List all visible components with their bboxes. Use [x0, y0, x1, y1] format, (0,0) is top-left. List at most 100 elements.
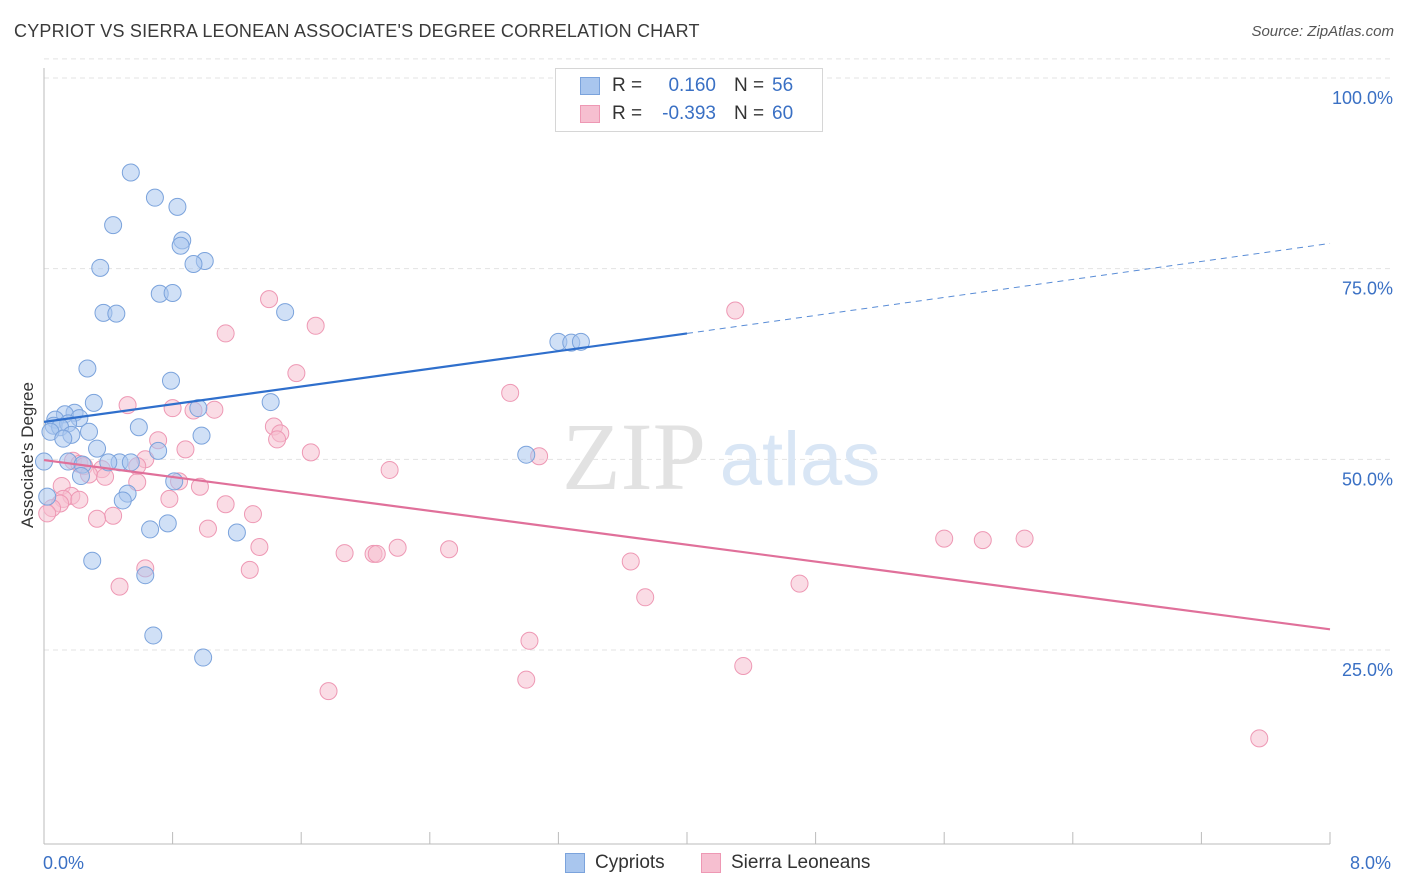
data-point	[145, 188, 164, 207]
legend-r-label: R =	[612, 75, 643, 96]
data-point	[161, 371, 180, 390]
data-point	[380, 460, 399, 479]
watermark: ZIP atlas	[562, 403, 880, 510]
bottom-legend-sierra-leoneans: Sierra Leoneans	[701, 852, 870, 874]
legend-r-value: 0.160	[668, 75, 716, 96]
bottom-legend-cypriots: Cypriots	[565, 852, 665, 874]
data-point	[91, 258, 110, 277]
legend-n-label: N =	[734, 103, 765, 124]
data-point	[1015, 529, 1034, 548]
bottom-legend-label: Cypriots	[595, 852, 665, 873]
data-point	[136, 566, 155, 585]
data-point	[621, 552, 640, 571]
legend-n-value: 60	[772, 103, 794, 124]
data-point	[306, 316, 325, 335]
data-point	[158, 514, 177, 533]
data-point	[84, 393, 103, 412]
data-point	[205, 400, 224, 419]
data-point	[1250, 729, 1269, 748]
data-point	[110, 577, 129, 596]
data-point	[367, 544, 386, 563]
x-axis-min-label: 0.0%	[43, 853, 85, 873]
data-point	[104, 216, 123, 235]
cypriot-trend-line	[43, 332, 688, 423]
y-axis-label: Associate's Degree	[18, 382, 37, 528]
data-point	[194, 648, 213, 667]
data-point	[121, 163, 140, 182]
data-point	[104, 506, 123, 525]
data-point	[973, 531, 992, 550]
correlation-legend: R = 0.160 N = 56 R = -0.393 N = 60	[555, 68, 823, 132]
y-tick-label: 25.0%	[1342, 660, 1393, 680]
legend-n-value: 56	[772, 75, 794, 96]
data-point	[190, 477, 209, 496]
data-point	[160, 489, 179, 508]
bottom-legend-label: Sierra Leoneans	[731, 852, 871, 873]
data-point	[250, 537, 269, 556]
data-point	[268, 430, 287, 449]
data-point	[261, 393, 280, 412]
cypriot-trend-extension	[686, 242, 1331, 334]
data-point	[726, 301, 745, 320]
data-point	[440, 540, 459, 559]
y-tick-labels: 100.0% 75.0% 50.0% 25.0%	[1332, 88, 1393, 680]
data-point	[78, 359, 97, 378]
data-point	[571, 332, 590, 351]
trend-lines	[43, 242, 1331, 631]
y-tick-label: 100.0%	[1332, 88, 1393, 108]
gridlines	[44, 58, 1392, 651]
data-point	[198, 519, 217, 538]
legend-row-cypriots: R = 0.160 N = 56	[580, 74, 793, 98]
sierra-leonean-points	[38, 290, 1269, 748]
data-point	[319, 682, 338, 701]
data-point	[176, 440, 195, 459]
data-point	[38, 487, 57, 506]
data-point	[129, 418, 148, 437]
data-point	[790, 574, 809, 593]
data-point	[216, 495, 235, 514]
data-point	[113, 491, 132, 510]
legend-swatch-pink	[580, 105, 600, 123]
y-tick-label: 75.0%	[1342, 279, 1393, 299]
data-point	[168, 197, 187, 216]
watermark-atlas: atlas	[720, 417, 881, 502]
y-tick-label: 50.0%	[1342, 469, 1393, 489]
data-point	[301, 443, 320, 462]
data-point	[517, 445, 536, 464]
data-point	[54, 429, 73, 448]
data-point	[121, 453, 140, 472]
data-point	[141, 520, 160, 539]
data-point	[171, 236, 190, 255]
data-point	[70, 490, 89, 509]
data-point	[149, 441, 168, 460]
data-point	[99, 453, 118, 472]
data-point	[80, 422, 99, 441]
data-point	[107, 304, 126, 323]
bottom-legend-swatch-pink	[701, 853, 721, 873]
data-point	[243, 505, 262, 524]
data-point	[38, 504, 57, 523]
data-point	[88, 439, 107, 458]
legend-r-label: R =	[612, 103, 643, 124]
legend-n-label: N =	[734, 75, 765, 96]
data-point	[517, 670, 536, 689]
data-point	[163, 399, 182, 418]
chart-title: CYPRIOT VS SIERRA LEONEAN ASSOCIATE'S DE…	[14, 21, 700, 41]
data-point	[240, 560, 259, 579]
legend-swatch-blue	[580, 77, 600, 95]
data-point	[88, 509, 107, 528]
data-point	[260, 290, 279, 309]
data-point	[335, 544, 354, 563]
data-point	[935, 529, 954, 548]
data-point	[227, 523, 246, 542]
data-point	[192, 426, 211, 445]
watermark-zip: ZIP	[562, 403, 706, 510]
data-point	[388, 538, 407, 557]
data-point	[216, 324, 235, 343]
legend-r-value: -0.393	[662, 103, 716, 124]
legend-row-sierra-leoneans: R = -0.393 N = 60	[580, 102, 793, 126]
data-point	[163, 284, 182, 303]
data-point	[71, 467, 90, 486]
data-point	[501, 383, 520, 402]
